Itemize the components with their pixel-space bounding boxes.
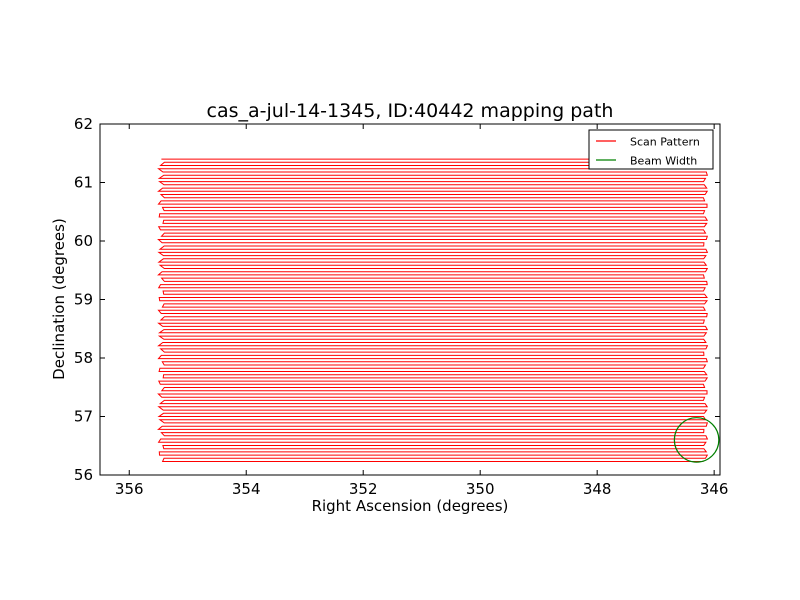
y-tick-label: 59 <box>74 291 93 309</box>
series-layer <box>157 158 720 463</box>
y-tick-label: 61 <box>74 174 93 192</box>
x-tick-label: 350 <box>466 480 495 498</box>
chart-title: cas_a-jul-14-1345, ID:40442 mapping path <box>207 100 614 122</box>
plot-frame <box>99 123 721 476</box>
legend: Scan Pattern Beam Width <box>588 129 714 170</box>
x-tick-label: 346 <box>700 480 729 498</box>
legend-label-beam-width: Beam Width <box>630 155 697 168</box>
y-tick-label: 58 <box>74 349 93 367</box>
legend-label-scan-pattern: Scan Pattern <box>630 136 700 149</box>
x-tick-label: 354 <box>232 480 261 498</box>
tick-labels: 356 354 352 350 348 346 56 57 58 59 60 61 62 <box>74 115 729 498</box>
x-tick-label: 348 <box>583 480 612 498</box>
x-axis-label: Right Ascension (degrees) <box>312 497 509 515</box>
plot-background <box>100 124 720 475</box>
y-tick-label: 56 <box>74 466 93 484</box>
scan-pattern-path <box>157 158 709 462</box>
x-tick-label: 356 <box>115 480 144 498</box>
y-tick-label: 62 <box>74 115 93 133</box>
legend-box <box>588 129 714 170</box>
plot-area <box>99 123 721 476</box>
beam-width-circle <box>673 417 720 463</box>
y-tick-label: 60 <box>74 232 93 250</box>
x-tick-label: 352 <box>349 480 378 498</box>
y-axis-label: Declination (degrees) <box>50 218 68 380</box>
y-tick-label: 57 <box>74 408 93 426</box>
